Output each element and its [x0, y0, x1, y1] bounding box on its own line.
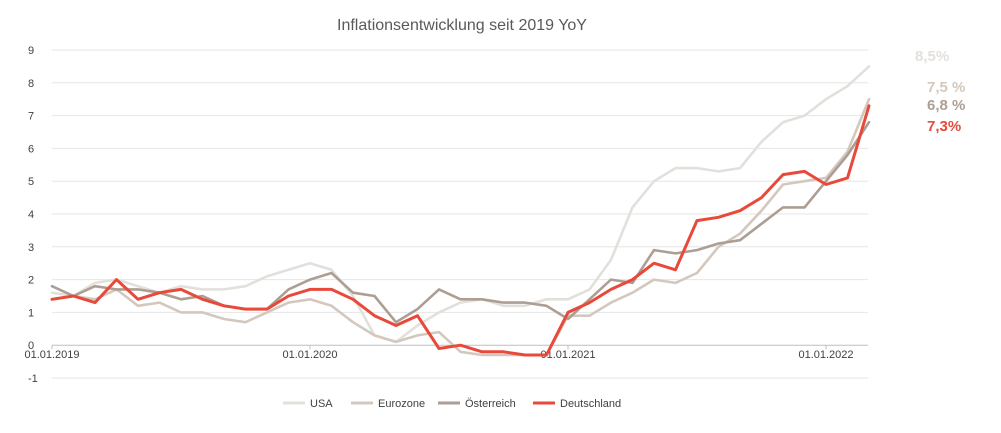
y-tick-label: 2 — [28, 275, 34, 287]
end-label: 7,3% — [927, 118, 961, 135]
x-tick-label: 01.01.2022 — [798, 349, 853, 361]
legend-item: Eurozone — [378, 398, 425, 410]
legend-item: Deutschland — [560, 398, 621, 410]
series-line-1 — [50, 97, 871, 357]
y-tick-label: 4 — [28, 209, 34, 221]
legend-item: Österreich — [465, 398, 516, 410]
y-tick-label: 8 — [28, 78, 34, 90]
end-label: 8,5% — [915, 48, 949, 65]
y-tick-label: -1 — [28, 373, 38, 385]
series-lines — [50, 65, 871, 357]
y-tick-label: 1 — [28, 307, 34, 319]
y-tick-label: 6 — [28, 143, 34, 155]
y-tick-label: 0 — [28, 340, 34, 352]
y-tick-label: 3 — [28, 242, 34, 254]
chart-title: Inflationsentwicklung seit 2019 YoY — [337, 17, 587, 34]
end-labels: 8,5% 7,5 %6,8 % 7,3% — [915, 48, 965, 135]
end-label: 7,5 % — [927, 79, 965, 96]
series-line-2 — [50, 120, 871, 324]
x-tick-label: 01.01.2021 — [540, 349, 595, 361]
end-label: 6,8 % — [927, 97, 965, 114]
x-tick-label: 01.01.2019 — [24, 349, 79, 361]
x-tick-label: 01.01.2020 — [282, 349, 337, 361]
y-tick-label: 9 — [28, 45, 34, 57]
series-line-3 — [50, 104, 871, 357]
legend-item: USA — [310, 398, 333, 410]
legend: USA Eurozone Österreich Deutschland — [283, 398, 621, 410]
y-tick-label: 7 — [28, 111, 34, 123]
y-tick-label: 5 — [28, 176, 34, 188]
series-line-0 — [50, 65, 871, 344]
grid-lines — [52, 49, 868, 379]
y-axis-ticks: 9 8 7 6 5 4 3 2 1 0 -1 — [28, 45, 38, 385]
x-axis: 01.01.2019 01.01.2020 01.01.2021 01.01.2022 — [24, 345, 854, 361]
